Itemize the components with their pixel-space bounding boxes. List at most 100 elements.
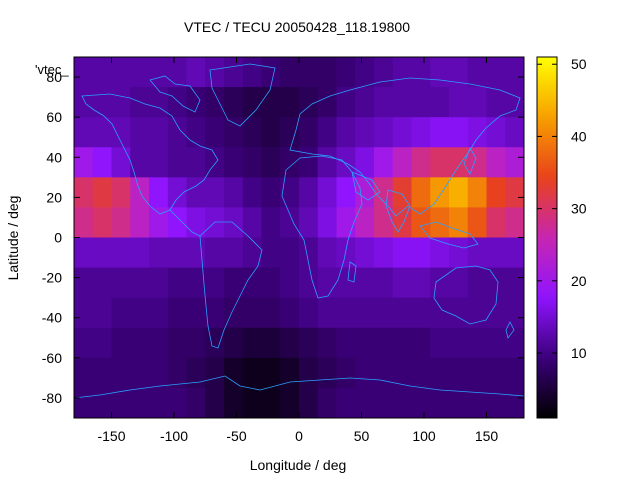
heatmap-cell <box>280 147 300 178</box>
heatmap-cell <box>355 147 375 178</box>
heatmap-cell <box>74 207 94 239</box>
x-tick-label: 100 <box>412 428 436 444</box>
heatmap-cell <box>411 357 431 389</box>
heatmap-cell <box>467 117 488 148</box>
heatmap-cell <box>355 327 375 359</box>
heatmap-cell <box>317 147 338 178</box>
heatmap-cell <box>149 237 169 269</box>
heatmap-cell <box>280 267 300 299</box>
heatmap-cell <box>317 57 338 88</box>
x-tick-label: -50 <box>226 428 246 444</box>
heatmap-cell <box>449 327 469 359</box>
coastline-central-america <box>169 209 201 237</box>
heatmap-cell <box>299 87 319 118</box>
chart-title: VTEC / TECU 20050428_118.19800 <box>184 19 410 35</box>
heatmap-cell <box>242 267 263 299</box>
heatmap-cell <box>205 387 225 418</box>
heatmap-cell <box>467 207 488 239</box>
coastline-antarctica <box>74 375 524 399</box>
heatmap-cell <box>374 207 394 239</box>
heatmap-cell <box>299 177 319 209</box>
heatmap-cell <box>186 57 206 88</box>
heatmap-cell <box>467 357 488 389</box>
heatmap-cells <box>74 57 524 418</box>
heatmap-cell <box>336 177 356 209</box>
x-tick-label: 50 <box>354 428 370 444</box>
y-tick-label: 20 <box>46 189 62 205</box>
heatmap-cell <box>467 267 488 299</box>
heatmap-cell <box>355 297 375 329</box>
heatmap-cell <box>317 87 338 118</box>
heatmap-cell <box>167 387 188 418</box>
heatmap-cell <box>449 177 469 209</box>
heatmap-cell <box>186 297 206 329</box>
heatmap-cell <box>467 327 488 359</box>
heatmap-cell <box>449 237 469 269</box>
heatmap-cell <box>111 237 131 269</box>
heatmap-cell <box>242 207 263 239</box>
x-axis-label: Longitude / deg <box>250 457 347 473</box>
heatmap-cell <box>299 117 319 148</box>
heatmap-cell <box>449 87 469 118</box>
heatmap-cell <box>92 87 113 118</box>
heatmap-cell <box>149 387 169 418</box>
heatmap-cell <box>374 387 394 418</box>
heatmap-cell <box>242 327 263 359</box>
heatmap-cell <box>411 117 431 148</box>
heatmap-cell <box>355 177 375 209</box>
heatmap-cell <box>92 297 113 329</box>
heatmap-cell <box>355 207 375 239</box>
heatmap-cell <box>186 327 206 359</box>
heatmap-cell <box>280 117 300 148</box>
heatmap-cell <box>74 57 94 88</box>
heatmap-cell <box>280 87 300 118</box>
heatmap-cell <box>92 387 113 418</box>
heatmap-cell <box>374 87 394 118</box>
heatmap-cell <box>92 57 113 88</box>
coastline-overlay <box>74 63 524 399</box>
coastline-madagascar <box>347 261 357 283</box>
heatmap-cell <box>111 327 131 359</box>
heatmap-cell <box>149 147 169 178</box>
heatmap-cell <box>92 267 113 299</box>
colorbar-tick-label: 40 <box>571 128 587 144</box>
coastline-greenland <box>209 63 276 127</box>
heatmap-cell <box>317 177 338 209</box>
heatmap-cell <box>167 357 188 389</box>
heatmap-cell <box>299 207 319 239</box>
heatmap-cell <box>392 357 413 389</box>
heatmap-cell <box>242 357 263 389</box>
heatmap-cell <box>242 297 263 329</box>
heatmap-cell <box>486 327 506 359</box>
heatmap-cell <box>205 117 225 148</box>
heatmap-cell <box>186 147 206 178</box>
heatmap-cell <box>411 177 431 209</box>
heatmap-cell <box>299 267 319 299</box>
heatmap-cell <box>486 207 506 239</box>
heatmap-cell <box>111 357 131 389</box>
heatmap-cell <box>74 177 94 209</box>
heatmap-cell <box>205 207 225 239</box>
heatmap-cell <box>336 297 356 329</box>
heatmap-cell <box>261 297 281 329</box>
heatmap-cell <box>280 237 300 269</box>
x-tick-label: -150 <box>97 428 125 444</box>
colorbar-tick-label: 20 <box>571 273 587 289</box>
heatmap-cell <box>392 297 413 329</box>
heatmap-cell <box>317 327 338 359</box>
heatmap-cell <box>74 327 94 359</box>
heatmap-cell <box>74 267 94 299</box>
heatmap-cell <box>92 117 113 148</box>
heatmap-cell <box>299 297 319 329</box>
coastline-north-america <box>81 93 219 215</box>
heatmap-cell <box>336 237 356 269</box>
heatmap-cell <box>130 237 150 269</box>
heatmap-cell <box>411 387 431 418</box>
heatmap-cell <box>242 387 263 418</box>
heatmap-cell <box>280 207 300 239</box>
heatmap-cell <box>505 87 524 118</box>
vtec-annotation: 'vtec_ <box>35 62 69 77</box>
heatmap-cell <box>130 57 150 88</box>
heatmap-cell <box>336 357 356 389</box>
heatmap-cell <box>224 357 244 389</box>
